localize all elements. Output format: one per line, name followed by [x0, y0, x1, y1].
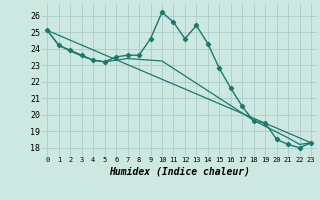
- X-axis label: Humidex (Indice chaleur): Humidex (Indice chaleur): [109, 166, 250, 176]
